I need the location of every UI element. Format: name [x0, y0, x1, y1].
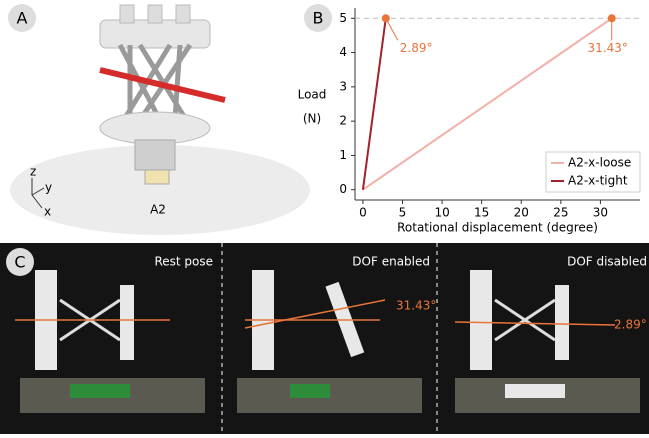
top-plate — [100, 20, 210, 48]
y-tick-label: 4 — [339, 45, 347, 59]
panel-label: A — [17, 9, 28, 28]
peg — [148, 5, 162, 23]
series-line — [363, 18, 386, 189]
y-tick-label: 0 — [339, 182, 347, 196]
photo-title: DOF enabled — [352, 255, 430, 269]
angle-label: 2.89° — [614, 318, 647, 332]
x-tick-label: 0 — [359, 206, 367, 220]
plate — [470, 270, 492, 370]
panel-a: z y x A2 A — [8, 4, 310, 235]
annotation: 2.89° — [400, 41, 433, 55]
x-tick-label: 20 — [514, 206, 529, 220]
y-tick-label: 3 — [339, 79, 347, 93]
angle-label: 31.43° — [396, 299, 436, 313]
x-tick-label: 5 — [399, 206, 407, 220]
legend-label: A2-x-loose — [568, 156, 631, 170]
base-plate — [100, 112, 210, 144]
panel-c: Rest pose DOF enabled DOF disabled 31.43… — [0, 243, 649, 434]
x-tick-label: 15 — [474, 206, 489, 220]
base — [135, 140, 175, 170]
photo-title: DOF disabled — [567, 255, 647, 269]
x-tick-label: 10 — [434, 206, 449, 220]
annotation: 31.43° — [588, 41, 628, 55]
peg — [176, 5, 190, 23]
x-axis-label: Rotational displacement (degree) — [397, 221, 598, 235]
caption: A2 — [150, 203, 166, 217]
y-tick-label: 5 — [339, 11, 347, 25]
axis-label: x — [44, 205, 51, 219]
y-tick-label: 1 — [339, 148, 347, 162]
y-axis-label: (N) — [303, 112, 321, 126]
panel-label: B — [313, 9, 324, 28]
x-tick-label: 30 — [593, 206, 608, 220]
axis-label: y — [45, 181, 52, 195]
foot — [145, 170, 169, 184]
x-tick-label: 25 — [553, 206, 568, 220]
legend-label: A2-x-tight — [568, 174, 628, 188]
photo-title: Rest pose — [154, 255, 213, 269]
y-tick-label: 2 — [339, 114, 347, 128]
figure: z y x A2 A B 0 1 2 3 4 5 0 5 10 15 20 25 30Rotationa… — [0, 0, 649, 434]
panel-label: C — [14, 253, 25, 272]
y-axis-label: Load — [298, 88, 327, 102]
plate — [555, 285, 569, 360]
axis-label: z — [30, 165, 36, 179]
peg — [120, 5, 134, 23]
leader — [386, 18, 398, 40]
plate — [120, 285, 134, 360]
rotation-axis — [100, 70, 225, 100]
